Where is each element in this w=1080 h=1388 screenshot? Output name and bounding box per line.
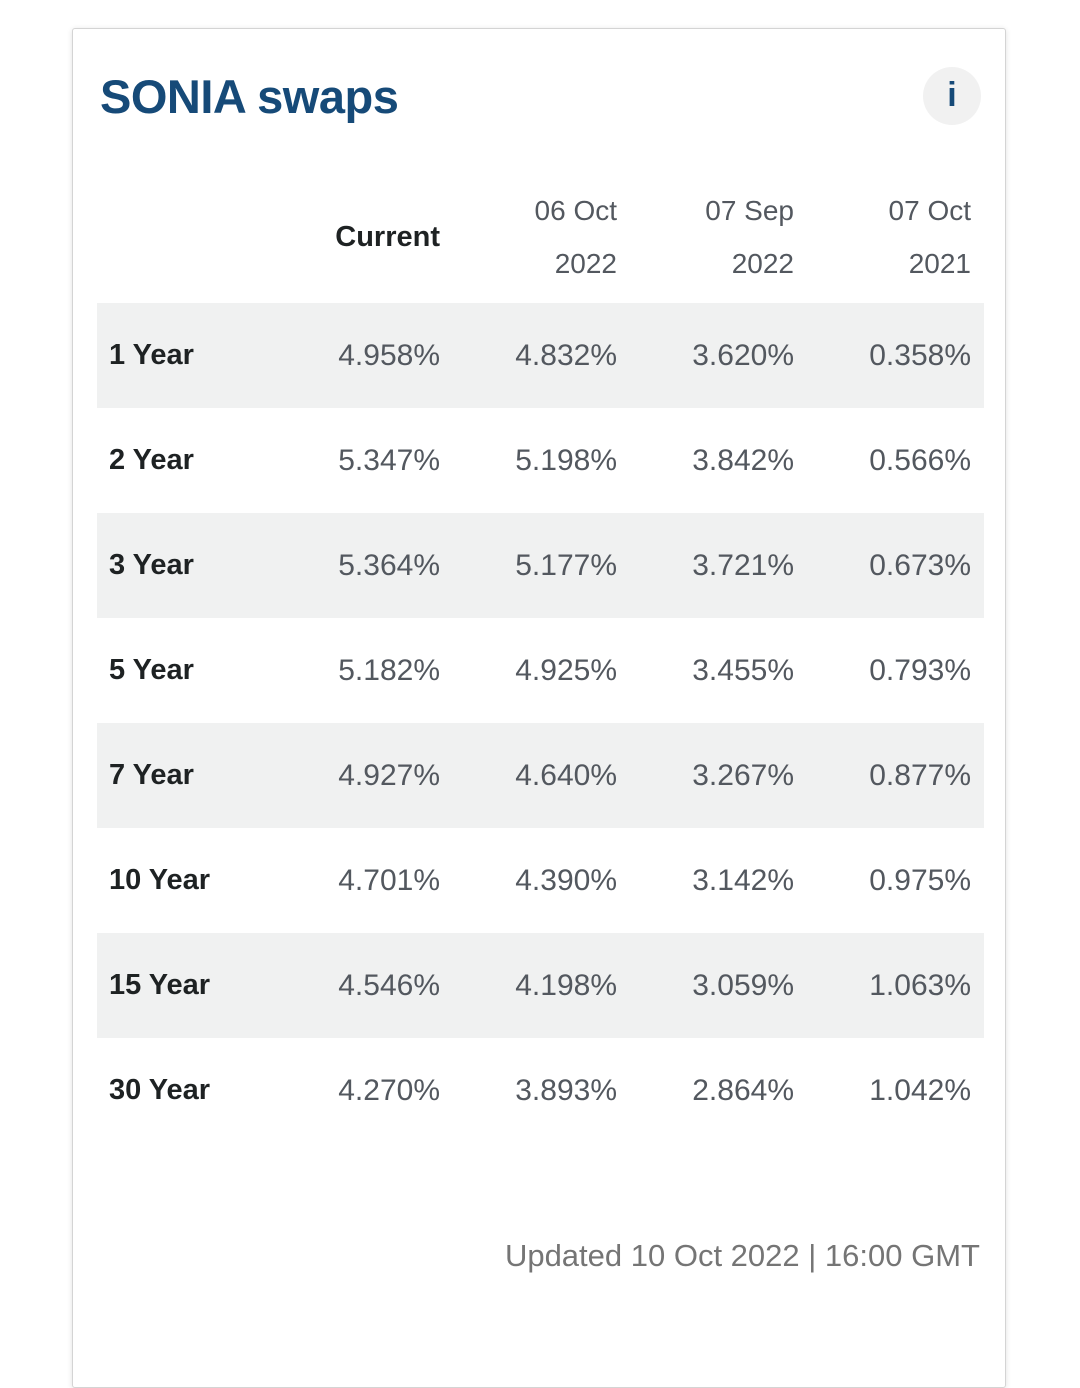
rate-value: 3.721% xyxy=(692,548,794,582)
date-line-bottom: 2022 xyxy=(554,248,617,279)
rate-value: 4.832% xyxy=(515,338,617,372)
rate-value: 4.390% xyxy=(515,863,617,897)
table-body: 1 Year 4.958% 4.832% 3.620% 0.358% 2 Yea… xyxy=(97,303,984,1143)
rates-table: Current 06 Oct 2022 07 Sep 2022 07 Oct 2… xyxy=(97,171,984,1143)
rate-value: 3.267% xyxy=(692,758,794,792)
date-line-top: 07 Sep xyxy=(705,195,794,226)
rate-value: 5.347% xyxy=(338,443,440,477)
rate-value: 0.673% xyxy=(869,548,971,582)
sonia-swaps-card: SONIA swaps i Current 06 Oct 2022 07 Sep… xyxy=(72,28,1006,1388)
date-line-top: 06 Oct xyxy=(534,195,617,226)
column-header-date-1: 06 Oct 2022 xyxy=(440,171,617,303)
table-row: 2 Year 5.347% 5.198% 3.842% 0.566% xyxy=(97,408,984,513)
rate-value: 4.701% xyxy=(338,863,440,897)
rate-value: 3.620% xyxy=(692,338,794,372)
row-label: 15 Year xyxy=(109,969,211,1001)
rate-value: 5.177% xyxy=(515,548,617,582)
row-label: 3 Year xyxy=(109,549,194,581)
rate-value: 2.864% xyxy=(692,1073,794,1107)
rate-value: 4.958% xyxy=(338,338,440,372)
column-header-date-2: 07 Sep 2022 xyxy=(617,171,794,303)
row-label: 2 Year xyxy=(109,444,194,476)
date-line-bottom: 2021 xyxy=(908,248,971,279)
header-row: Current 06 Oct 2022 07 Sep 2022 07 Oct 2… xyxy=(97,171,984,303)
rate-value: 4.270% xyxy=(338,1073,440,1107)
updated-timestamp: Updated 10 Oct 2022 | 16:00 GMT xyxy=(504,1238,980,1273)
row-label: 10 Year xyxy=(109,864,211,896)
rate-value: 4.640% xyxy=(515,758,617,792)
rate-value: 4.198% xyxy=(515,968,617,1002)
rate-value: 0.975% xyxy=(869,863,971,897)
table-row: 30 Year 4.270% 3.893% 2.864% 1.042% xyxy=(97,1038,984,1143)
table-header: Current 06 Oct 2022 07 Sep 2022 07 Oct 2… xyxy=(97,171,984,303)
rate-value: 1.063% xyxy=(869,968,971,1002)
table-row: 10 Year 4.701% 4.390% 3.142% 0.975% xyxy=(97,828,984,933)
date-line-bottom: 2022 xyxy=(731,248,794,279)
rate-value: 4.927% xyxy=(338,758,440,792)
table-row: 7 Year 4.927% 4.640% 3.267% 0.877% xyxy=(97,723,984,828)
info-button[interactable]: i xyxy=(923,67,981,125)
rate-value: 3.842% xyxy=(692,443,794,477)
table-row: 15 Year 4.546% 4.198% 3.059% 1.063% xyxy=(97,933,984,1038)
rate-value: 3.893% xyxy=(515,1073,617,1107)
rate-value: 0.566% xyxy=(869,443,971,477)
info-icon: i xyxy=(947,76,957,114)
rate-value: 5.182% xyxy=(338,653,440,687)
rate-value: 0.358% xyxy=(869,338,971,372)
rate-value: 3.059% xyxy=(692,968,794,1002)
rate-value: 4.925% xyxy=(515,653,617,687)
row-label: 5 Year xyxy=(109,654,194,686)
column-header-empty xyxy=(97,171,263,303)
rate-value: 1.042% xyxy=(869,1073,971,1107)
table-row: 3 Year 5.364% 5.177% 3.721% 0.673% xyxy=(97,513,984,618)
table-row: 1 Year 4.958% 4.832% 3.620% 0.358% xyxy=(97,303,984,408)
row-label: 1 Year xyxy=(109,339,194,371)
rate-value: 0.877% xyxy=(869,758,971,792)
rate-value: 5.364% xyxy=(338,548,440,582)
rate-value: 5.198% xyxy=(515,443,617,477)
card-header: SONIA swaps i xyxy=(97,67,981,125)
rate-value: 3.455% xyxy=(692,653,794,687)
column-header-date-3: 07 Oct 2021 xyxy=(794,171,984,303)
rate-value: 3.142% xyxy=(692,863,794,897)
date-line-top: 07 Oct xyxy=(888,195,971,226)
card-title: SONIA swaps xyxy=(100,69,399,123)
row-label: 7 Year xyxy=(109,759,194,791)
column-header-current: Current xyxy=(335,220,440,253)
rate-value: 4.546% xyxy=(338,968,440,1002)
table-row: 5 Year 5.182% 4.925% 3.455% 0.793% xyxy=(97,618,984,723)
rate-value: 0.793% xyxy=(869,653,971,687)
row-label: 30 Year xyxy=(109,1074,211,1106)
